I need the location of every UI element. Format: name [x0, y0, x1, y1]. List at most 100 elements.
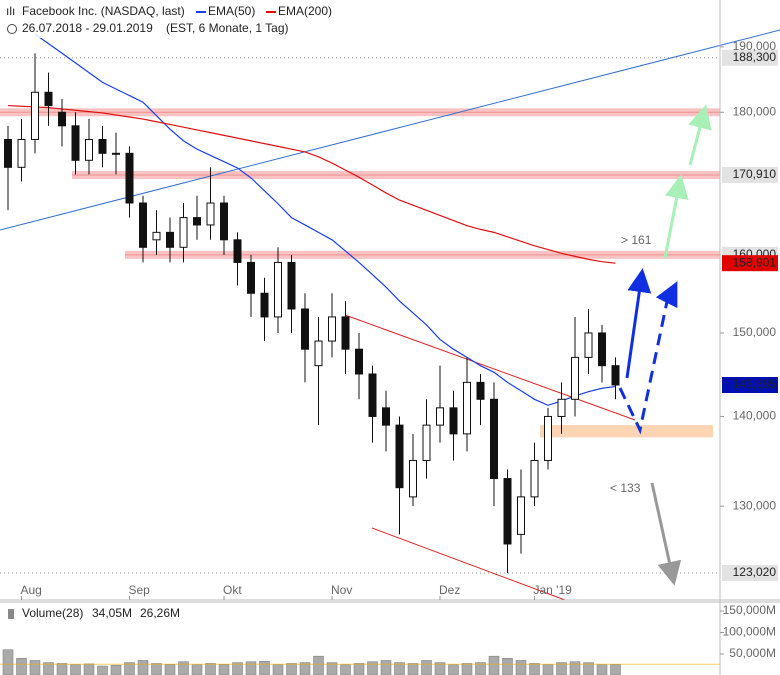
ema-line: [7, 104, 616, 264]
volume-bar: [137, 660, 149, 675]
arrow: [650, 482, 682, 586]
candle-body: [98, 138, 107, 154]
volume-bar: [164, 664, 176, 675]
y-tick-label: 140,000: [733, 409, 777, 423]
candle-body: [584, 332, 593, 358]
volume-bar: [596, 664, 608, 675]
volume-bar: [16, 658, 27, 675]
volume-bar: [353, 663, 365, 675]
candle-body: [409, 459, 417, 498]
arrow: [688, 104, 712, 166]
candle-body: [193, 217, 201, 226]
candle-body: [71, 125, 80, 161]
volume-bar: [313, 655, 324, 675]
candle-body: [382, 407, 390, 426]
last-value-label: 158,901: [733, 255, 777, 269]
candle-body: [179, 217, 188, 248]
volume-icon: [8, 609, 14, 619]
volume-current: 34,05M: [92, 606, 132, 620]
candle-body: [355, 348, 363, 375]
note: (EST, 6 Monate, 1 Tag): [166, 21, 289, 35]
candle-body: [220, 202, 228, 241]
volume-bar: [502, 658, 513, 675]
candle-body: [4, 138, 12, 168]
candle-body: [503, 478, 512, 545]
volume-bar: [2, 649, 14, 675]
level-box: [722, 167, 778, 184]
arrow: [625, 268, 652, 379]
candle-body: [517, 496, 525, 535]
header-bg: [0, 0, 340, 38]
candle-body: [44, 91, 53, 107]
volume-bar: [191, 664, 203, 675]
volume-bar: [407, 663, 419, 675]
arrows: [618, 104, 712, 586]
arrow: [663, 174, 689, 259]
last-value-box: [722, 255, 778, 272]
volume-bar: [29, 660, 41, 675]
volume-bar: [542, 664, 554, 675]
x-tick-label: Nov: [331, 583, 352, 597]
volume-bar: [205, 663, 216, 675]
volume-bar: [394, 662, 405, 675]
volume-title: Volume(28): [22, 606, 83, 620]
x-tick-label: Okt: [223, 583, 242, 597]
volume-bar: [380, 660, 392, 675]
volume-bar: [326, 662, 338, 675]
volume-bar: [421, 660, 432, 675]
candle-body: [328, 316, 336, 342]
subtitle: 26.07.2018 - 29.01.2019: [22, 21, 153, 35]
y-tick-label: 130,000: [733, 498, 777, 512]
x-tick-label: Sep: [129, 583, 151, 597]
trend-line: [371, 527, 566, 601]
candle-body: [58, 111, 66, 127]
volume-bar: [583, 662, 594, 675]
ema-line: [34, 33, 616, 406]
candle-body: [112, 152, 120, 155]
volume-bar: [299, 662, 311, 675]
candle-body: [206, 202, 215, 226]
candle-body: [436, 407, 444, 426]
candle-body: [341, 316, 350, 350]
y-tick-label: 100,000M: [723, 625, 776, 639]
candle-body: [422, 424, 431, 461]
chart-title: Facebook Inc. (NASDAQ, last): [22, 4, 185, 18]
arrow: [655, 281, 678, 309]
volume-bar: [70, 664, 81, 675]
candle-body: [611, 365, 620, 386]
volume-bar: [556, 662, 567, 675]
volume-bar: [83, 663, 95, 675]
arrow: [618, 291, 671, 435]
level-box: [722, 49, 778, 66]
icon: ılı: [6, 4, 15, 18]
volume-bar: [475, 662, 486, 675]
candle-body: [287, 261, 296, 310]
candle-body: [314, 340, 323, 367]
candle-body: [449, 407, 458, 435]
volume-bar: [110, 664, 122, 675]
annotation: < 133: [610, 481, 641, 495]
candle-body: [166, 231, 174, 248]
candle-body: [31, 91, 39, 140]
last-price-label: 143,685: [733, 377, 777, 391]
candle-body: [368, 373, 377, 417]
support-zone: [540, 425, 713, 438]
candle-body: [152, 231, 161, 241]
volume-bar: [272, 664, 284, 675]
y-tick-label: 180,000: [733, 104, 777, 118]
level-label: 123,020: [733, 565, 777, 579]
x-tick-label: Aug: [21, 583, 42, 597]
volume-bar: [56, 663, 68, 675]
y-tick-label: 190,000: [733, 39, 777, 53]
volume-bar: [448, 664, 459, 675]
candle-body: [530, 459, 539, 498]
legend-entry: EMA(50): [208, 4, 255, 18]
level-box: [722, 564, 778, 581]
candle-body: [274, 261, 282, 318]
y-tick-label: 50,000M: [729, 646, 776, 660]
candle-body: [476, 381, 485, 400]
volume-bar: [461, 663, 473, 675]
clock-icon: [7, 24, 17, 34]
volume-bar: [232, 662, 243, 675]
candle-body: [85, 138, 93, 161]
